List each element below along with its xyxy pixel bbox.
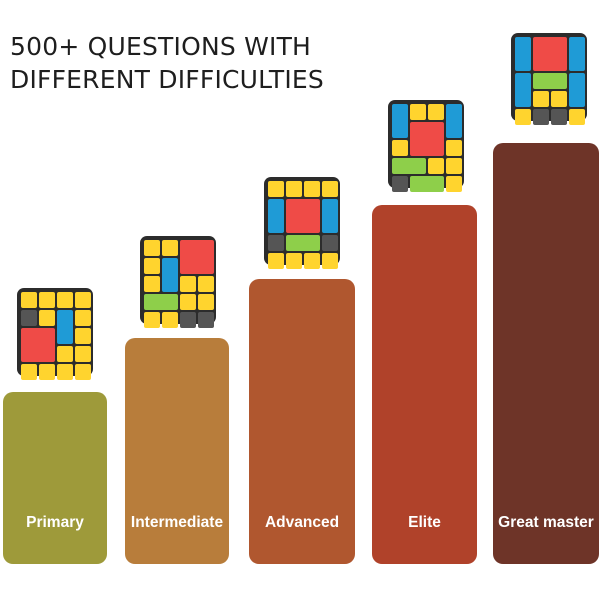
level-bar-primary[interactable]: Primary xyxy=(3,392,107,564)
puzzle-block-yellow xyxy=(144,258,160,274)
level-label-primary: Primary xyxy=(26,514,84,531)
puzzle-block-yellow xyxy=(162,312,178,328)
puzzle-block-yellow xyxy=(569,109,585,125)
puzzle-block-yellow xyxy=(21,364,37,380)
level-bar-great-master[interactable]: Great master xyxy=(493,143,599,564)
level-bar-elite[interactable]: Elite xyxy=(372,205,477,564)
puzzle-block-yellow xyxy=(286,181,302,197)
puzzle-block-yellow xyxy=(198,294,214,310)
puzzle-block-gray xyxy=(533,109,549,125)
puzzle-block-red xyxy=(286,199,320,233)
puzzle-block-yellow xyxy=(144,240,160,256)
puzzle-block-blue xyxy=(162,258,178,292)
puzzle-block-red xyxy=(533,37,567,71)
puzzle-block-yellow xyxy=(304,181,320,197)
puzzle-icon-primary xyxy=(17,288,93,380)
puzzle-block-yellow xyxy=(446,176,462,192)
puzzle-block-yellow xyxy=(75,310,91,326)
puzzle-block-green xyxy=(144,294,178,310)
puzzle-block-blue xyxy=(57,310,73,344)
puzzle-block-green xyxy=(533,73,567,89)
puzzle-block-blue xyxy=(569,73,585,107)
level-label-advanced: Advanced xyxy=(264,514,340,531)
puzzle-block-yellow xyxy=(392,140,408,156)
headline-line-1: 500+ QUESTIONS WITH xyxy=(10,32,312,61)
puzzle-icon-great-master xyxy=(511,33,587,125)
puzzle-block-yellow xyxy=(515,109,531,125)
puzzle-block-yellow xyxy=(322,181,338,197)
puzzle-block-blue xyxy=(322,199,338,233)
puzzle-block-yellow xyxy=(428,104,444,120)
puzzle-block-yellow xyxy=(268,181,284,197)
puzzle-block-yellow xyxy=(198,276,214,292)
puzzle-block-blue xyxy=(515,73,531,107)
puzzle-block-yellow xyxy=(57,292,73,308)
puzzle-block-yellow xyxy=(268,253,284,269)
puzzle-block-yellow xyxy=(180,276,196,292)
puzzle-block-blue xyxy=(446,104,462,138)
puzzle-block-gray xyxy=(198,312,214,328)
puzzle-icon-intermediate xyxy=(140,236,216,328)
puzzle-block-green xyxy=(410,176,444,192)
puzzle-block-yellow xyxy=(446,158,462,174)
level-label-intermediate: Intermediate xyxy=(130,514,224,531)
puzzle-block-red xyxy=(21,328,55,362)
puzzle-block-yellow xyxy=(75,364,91,380)
puzzle-block-gray xyxy=(322,235,338,251)
puzzle-block-yellow xyxy=(75,346,91,362)
puzzle-icon-advanced xyxy=(264,177,340,269)
puzzle-block-yellow xyxy=(551,91,567,107)
puzzle-block-yellow xyxy=(180,294,196,310)
puzzle-block-yellow xyxy=(446,140,462,156)
level-bar-intermediate[interactable]: Intermediate xyxy=(125,338,229,564)
puzzle-block-blue xyxy=(392,104,408,138)
puzzle-block-yellow xyxy=(39,364,55,380)
puzzle-block-green xyxy=(392,158,426,174)
puzzle-block-yellow xyxy=(286,253,302,269)
headline: 500+ QUESTIONS WITH DIFFERENT DIFFICULTI… xyxy=(10,30,324,96)
puzzle-block-gray xyxy=(392,176,408,192)
level-label-elite: Elite xyxy=(408,514,441,531)
headline-line-2: DIFFERENT DIFFICULTIES xyxy=(10,65,324,94)
puzzle-block-gray xyxy=(268,235,284,251)
puzzle-block-yellow xyxy=(75,328,91,344)
puzzle-block-blue xyxy=(268,199,284,233)
puzzle-block-yellow xyxy=(75,292,91,308)
puzzle-block-yellow xyxy=(322,253,338,269)
puzzle-block-gray xyxy=(180,312,196,328)
puzzle-block-yellow xyxy=(39,310,55,326)
puzzle-block-blue xyxy=(569,37,585,71)
puzzle-block-red xyxy=(410,122,444,156)
puzzle-block-yellow xyxy=(39,292,55,308)
puzzle-block-yellow xyxy=(533,91,549,107)
puzzle-block-yellow xyxy=(162,240,178,256)
puzzle-block-yellow xyxy=(57,364,73,380)
puzzle-icon-elite xyxy=(388,100,464,192)
puzzle-block-yellow xyxy=(428,158,444,174)
puzzle-block-yellow xyxy=(57,346,73,362)
level-label-great-master: Great master xyxy=(498,514,594,531)
puzzle-block-blue xyxy=(515,37,531,71)
puzzle-block-red xyxy=(180,240,214,274)
puzzle-block-yellow xyxy=(410,104,426,120)
puzzle-block-yellow xyxy=(144,312,160,328)
puzzle-block-yellow xyxy=(144,276,160,292)
puzzle-block-gray xyxy=(551,109,567,125)
puzzle-block-yellow xyxy=(21,292,37,308)
level-bar-advanced[interactable]: Advanced xyxy=(249,279,355,564)
puzzle-block-green xyxy=(286,235,320,251)
puzzle-block-gray xyxy=(21,310,37,326)
puzzle-block-yellow xyxy=(304,253,320,269)
